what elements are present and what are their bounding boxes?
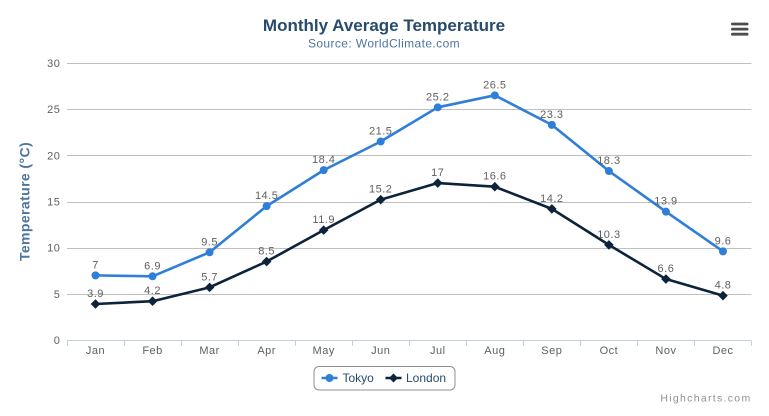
svg-text:Nov: Nov — [655, 345, 676, 357]
svg-text:26.5: 26.5 — [483, 79, 506, 91]
svg-text:13.9: 13.9 — [654, 196, 677, 208]
svg-text:11.9: 11.9 — [312, 214, 335, 226]
svg-text:21.5: 21.5 — [369, 125, 392, 137]
svg-text:Oct: Oct — [600, 345, 619, 357]
svg-text:Jul: Jul — [430, 345, 446, 357]
svg-text:Dec: Dec — [712, 345, 733, 357]
svg-text:Tokyo: Tokyo — [343, 371, 375, 385]
svg-text:8.5: 8.5 — [258, 246, 275, 258]
svg-text:London: London — [406, 371, 446, 385]
svg-text:May: May — [313, 345, 335, 357]
svg-text:9.5: 9.5 — [201, 236, 218, 248]
svg-text:Jan: Jan — [86, 345, 105, 357]
svg-text:Apr: Apr — [257, 345, 276, 357]
svg-text:25: 25 — [47, 104, 60, 116]
svg-text:Aug: Aug — [484, 345, 505, 357]
svg-text:18.3: 18.3 — [597, 155, 620, 167]
svg-text:16.6: 16.6 — [483, 171, 506, 183]
svg-text:3.9: 3.9 — [87, 288, 104, 300]
svg-text:Feb: Feb — [142, 345, 162, 357]
svg-text:20: 20 — [47, 150, 60, 162]
svg-text:9.6: 9.6 — [715, 235, 732, 247]
svg-text:25.2: 25.2 — [426, 91, 449, 103]
svg-text:6.6: 6.6 — [658, 263, 675, 275]
svg-text:10: 10 — [47, 243, 60, 255]
svg-text:14.2: 14.2 — [540, 193, 563, 205]
svg-text:14.5: 14.5 — [255, 190, 278, 202]
svg-text:Monthly Average Temperature: Monthly Average Temperature — [263, 16, 505, 35]
svg-text:Source: WorldClimate.com: Source: WorldClimate.com — [308, 37, 460, 51]
svg-text:30: 30 — [47, 58, 60, 70]
svg-text:15.2: 15.2 — [369, 184, 392, 196]
svg-text:23.3: 23.3 — [540, 109, 563, 121]
svg-text:15: 15 — [47, 197, 60, 209]
svg-text:Highcharts.com: Highcharts.com — [660, 393, 751, 405]
svg-text:0: 0 — [54, 335, 61, 347]
svg-text:Mar: Mar — [199, 345, 219, 357]
svg-text:10.3: 10.3 — [597, 229, 620, 241]
svg-text:6.9: 6.9 — [144, 260, 161, 272]
svg-text:4.2: 4.2 — [144, 285, 161, 297]
svg-text:5: 5 — [54, 289, 61, 301]
svg-text:Temperature (°C): Temperature (°C) — [17, 142, 33, 261]
svg-text:Jun: Jun — [371, 345, 390, 357]
svg-text:4.8: 4.8 — [715, 280, 732, 292]
svg-text:18.4: 18.4 — [312, 154, 335, 166]
svg-text:7: 7 — [92, 259, 99, 271]
svg-text:5.7: 5.7 — [201, 271, 218, 283]
svg-text:17: 17 — [431, 167, 444, 179]
svg-text:Sep: Sep — [541, 345, 562, 357]
